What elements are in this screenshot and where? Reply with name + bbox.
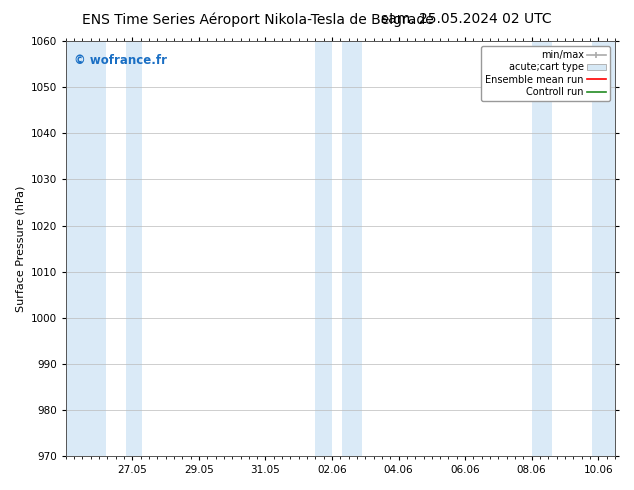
Bar: [126, 41, 143, 456]
Bar: [592, 41, 615, 456]
Bar: [66, 41, 106, 456]
Y-axis label: Surface Pressure (hPa): Surface Pressure (hPa): [15, 185, 25, 312]
Text: sam. 25.05.2024 02 UTC: sam. 25.05.2024 02 UTC: [381, 12, 552, 26]
Text: © wofrance.fr: © wofrance.fr: [74, 54, 167, 67]
Text: ENS Time Series Aéroport Nikola-Tesla de Belgrade: ENS Time Series Aéroport Nikola-Tesla de…: [82, 12, 434, 27]
Legend: min/max, acute;cart type, Ensemble mean run, Controll run: min/max, acute;cart type, Ensemble mean …: [481, 46, 610, 101]
Bar: [532, 41, 552, 456]
Bar: [315, 41, 332, 456]
Bar: [342, 41, 362, 456]
